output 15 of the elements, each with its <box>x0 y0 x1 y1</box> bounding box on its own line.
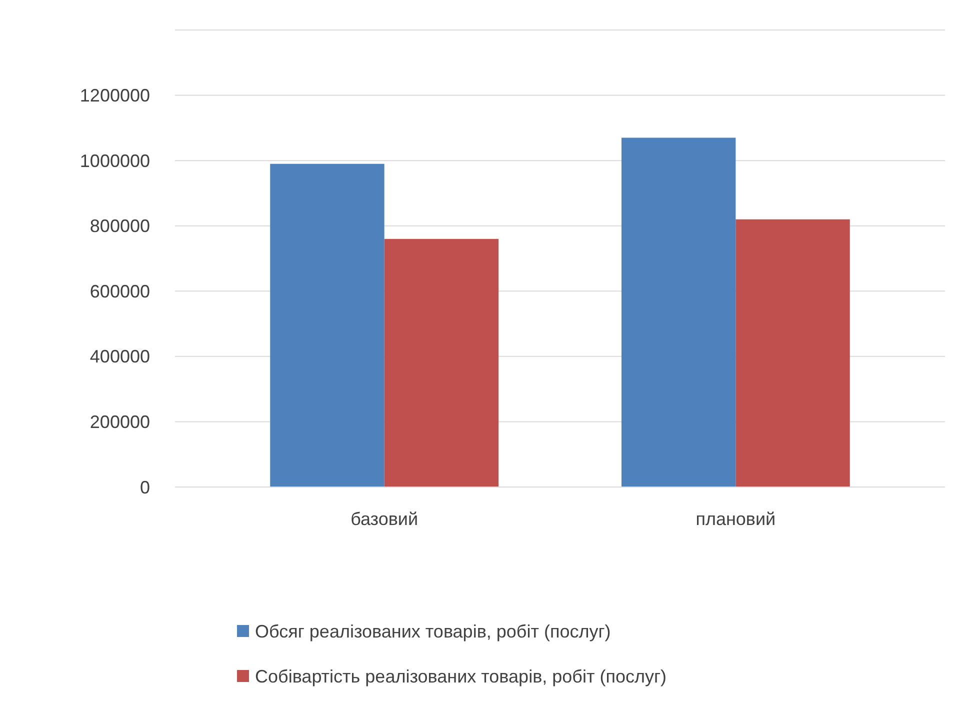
legend-label: Обсяг реалізованих товарів, робіт (послуг) <box>255 621 611 642</box>
y-tick-label: 800000 <box>90 216 150 236</box>
y-tick-label: 1200000 <box>80 86 150 106</box>
bar <box>621 138 736 487</box>
bar <box>384 238 499 487</box>
bar <box>270 164 384 487</box>
x-tick-label: плановий <box>696 509 776 529</box>
bar <box>736 219 850 487</box>
y-tick-label: 600000 <box>90 281 150 302</box>
y-tick-label: 0 <box>140 477 150 498</box>
y-tick-label: 1000000 <box>80 150 150 171</box>
x-tick-label: базовий <box>350 509 418 529</box>
legend-label: Собівартість реалізованих товарів, робіт (послуг) <box>255 666 667 686</box>
y-tick-label: 200000 <box>90 412 150 432</box>
y-tick-label: 400000 <box>90 346 150 367</box>
